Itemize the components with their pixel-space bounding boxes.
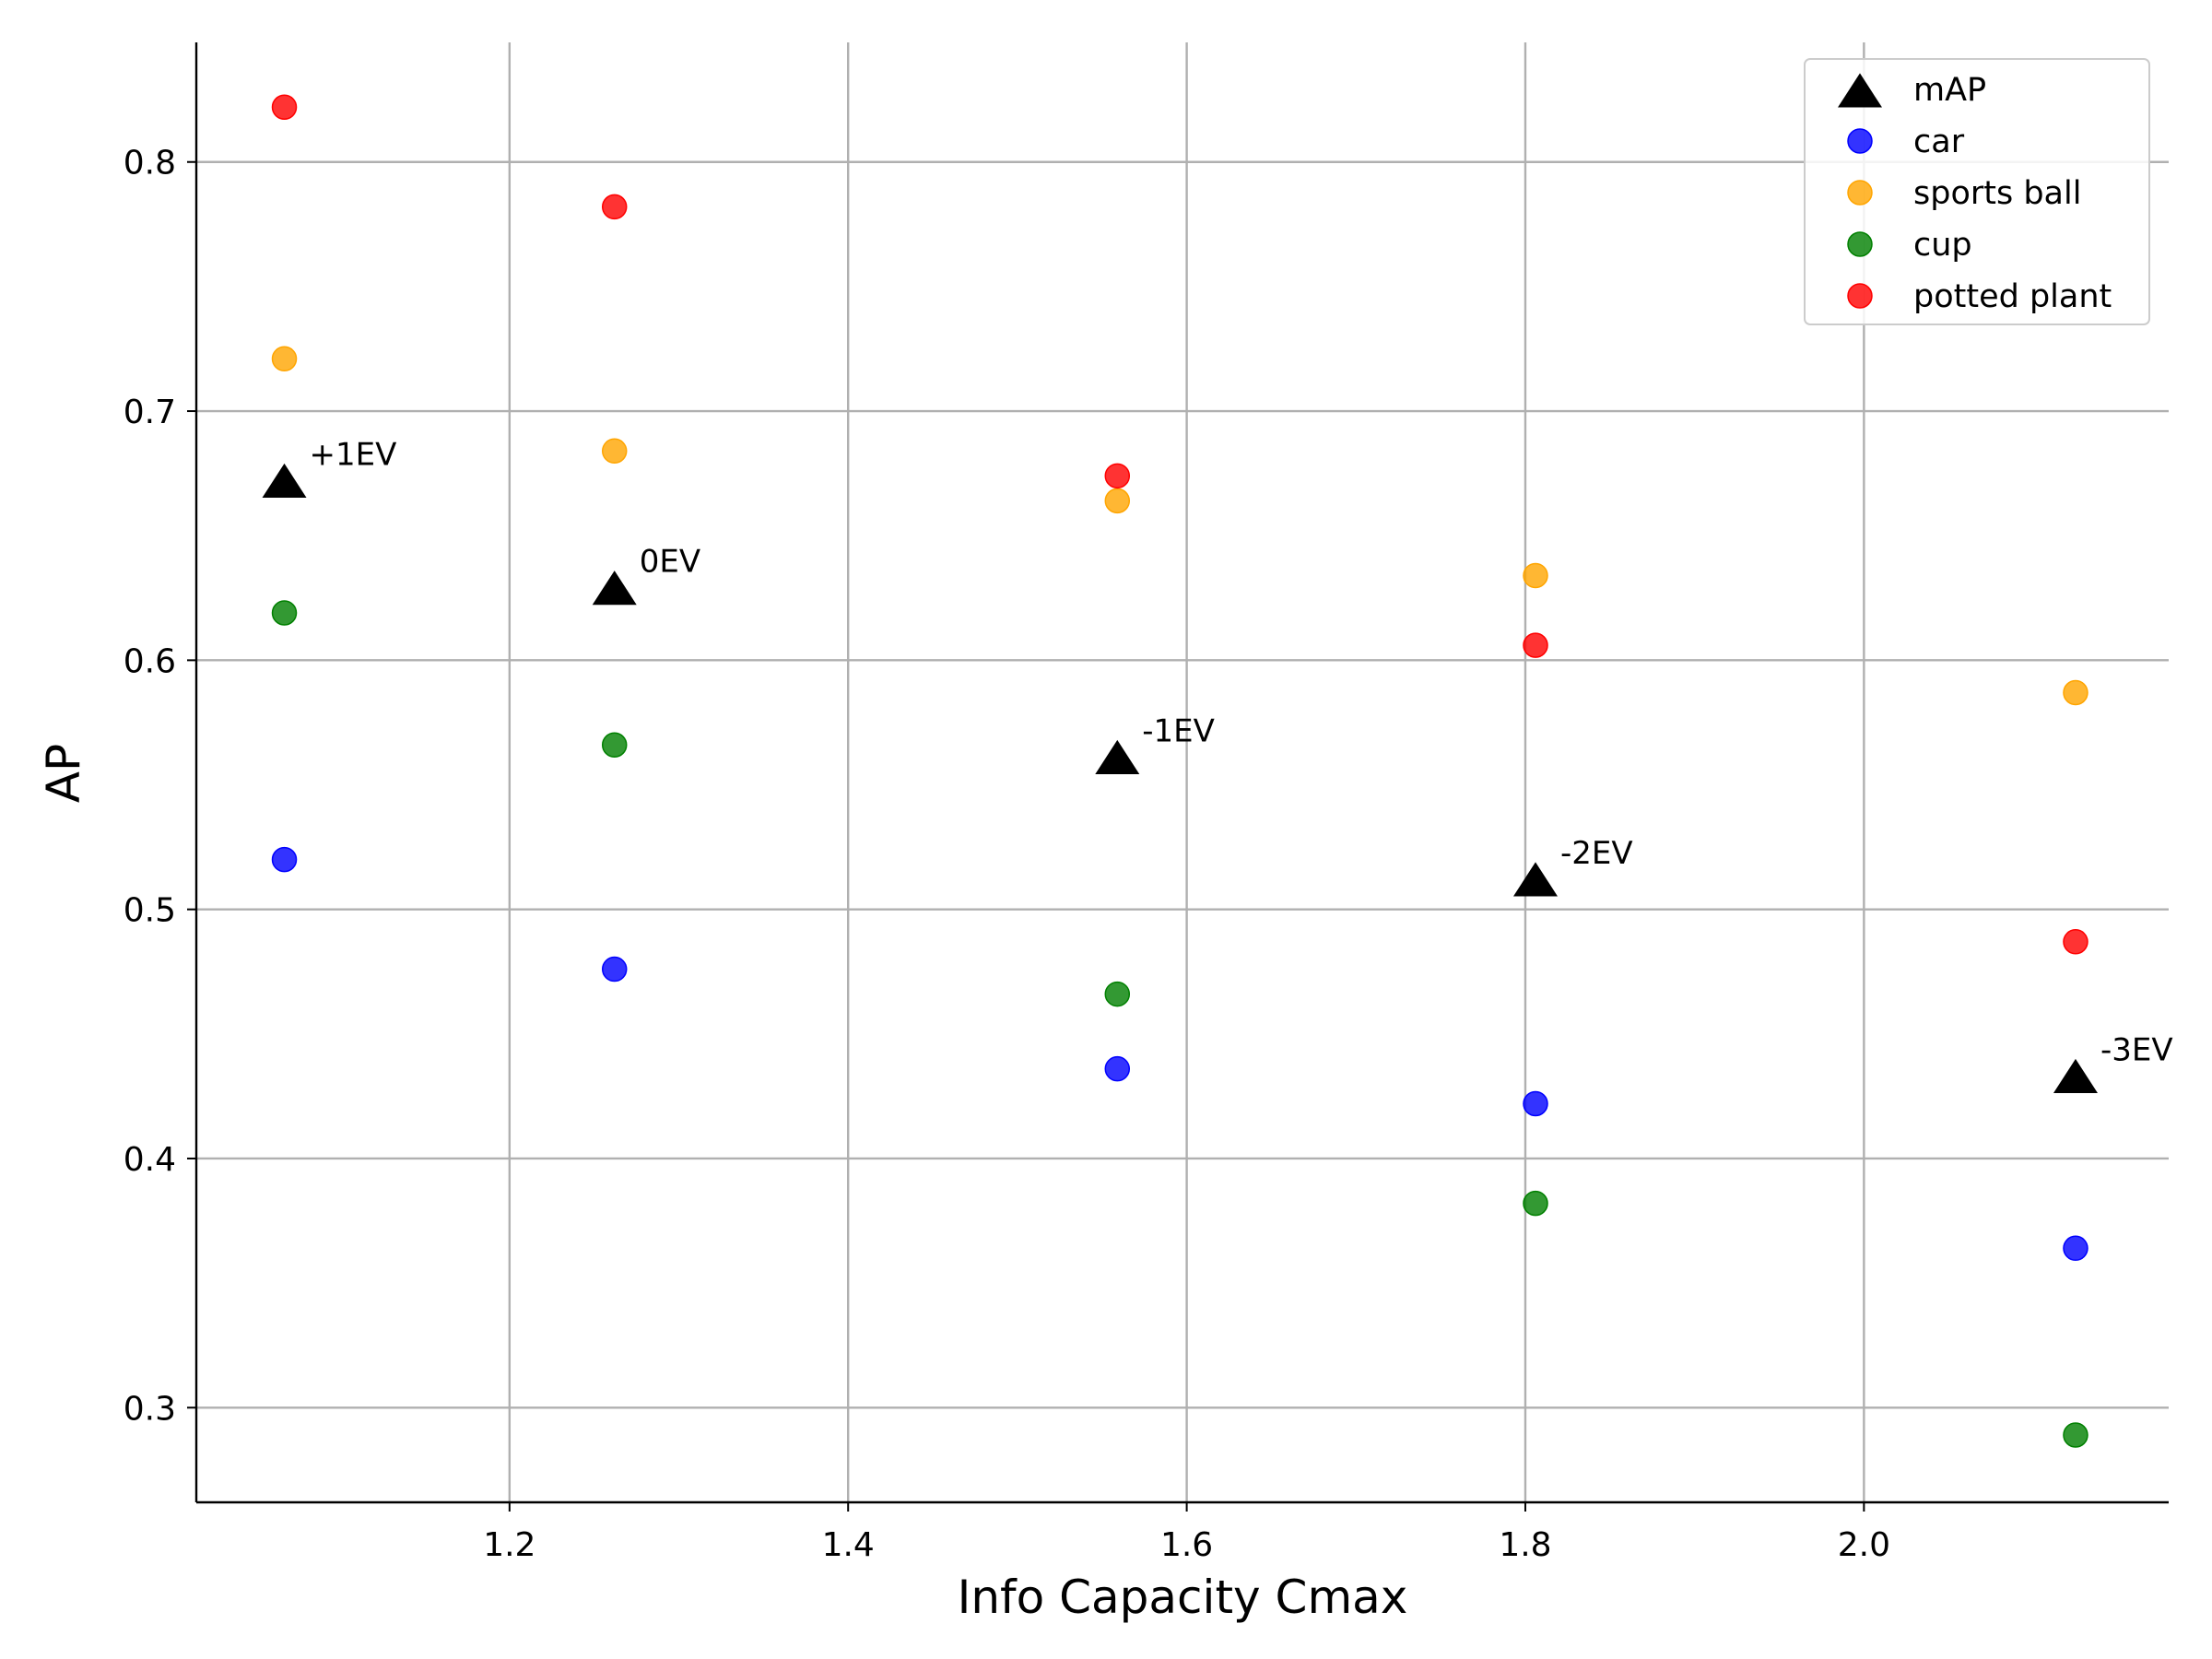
x-tick-label: 1.6 bbox=[1160, 1526, 1213, 1564]
data-points bbox=[262, 94, 2098, 1448]
point-potted-plant bbox=[1104, 463, 1131, 489]
point-sports-ball bbox=[2063, 679, 2088, 706]
grid-lines bbox=[196, 42, 2169, 1502]
legend-label-potted-plant: potted plant bbox=[1913, 278, 2112, 315]
legend-marker-cup bbox=[1847, 231, 1873, 257]
y-tick-label: 0.3 bbox=[124, 1390, 176, 1428]
point-map bbox=[592, 571, 637, 606]
legend-box bbox=[1804, 58, 2150, 325]
x-tick-label: 1.2 bbox=[483, 1526, 535, 1564]
legend: mAP car sports ball cup potted plant bbox=[1804, 58, 2150, 325]
point-car bbox=[2063, 1235, 2088, 1262]
point-car bbox=[271, 846, 298, 873]
annotations: +1EV 0EV -1EV -2EV -3EV bbox=[310, 436, 2173, 1068]
point-sports-ball bbox=[1104, 488, 1131, 514]
tick-labels: 1.2 1.4 1.6 1.8 2.0 0.3 0.4 0.5 0.6 0.7 0.8 bbox=[124, 145, 1890, 1564]
ev-annotation: -2EV bbox=[1560, 835, 1633, 872]
y-tick-label: 0.5 bbox=[124, 892, 176, 930]
point-potted-plant bbox=[601, 194, 628, 220]
y-axis-title: AP bbox=[37, 744, 90, 803]
y-tick-label: 0.6 bbox=[124, 642, 176, 680]
point-sports-ball bbox=[601, 438, 628, 465]
ev-annotation: 0EV bbox=[640, 544, 700, 581]
point-car bbox=[1104, 1055, 1131, 1082]
point-car bbox=[1523, 1090, 1548, 1117]
point-potted-plant bbox=[2063, 929, 2088, 955]
y-tick-label: 0.4 bbox=[124, 1141, 176, 1179]
y-tick-label: 0.7 bbox=[124, 394, 176, 431]
point-map bbox=[262, 463, 307, 498]
point-sports-ball bbox=[1523, 562, 1548, 589]
point-cup bbox=[1523, 1190, 1548, 1217]
legend-marker-sports-ball bbox=[1847, 180, 1873, 206]
x-tick-label: 1.4 bbox=[822, 1526, 875, 1564]
x-tick-label: 1.8 bbox=[1499, 1526, 1551, 1564]
legend-marker-map bbox=[1838, 73, 1882, 108]
point-cup bbox=[271, 600, 298, 626]
legend-label-sports-ball: sports ball bbox=[1913, 175, 2081, 212]
legend-marker-potted-plant bbox=[1847, 283, 1873, 309]
ev-annotation: +1EV bbox=[310, 436, 397, 473]
legend-label-car: car bbox=[1913, 124, 1965, 160]
point-sports-ball bbox=[271, 346, 298, 372]
ev-annotation: -1EV bbox=[1142, 712, 1215, 749]
point-cup bbox=[2063, 1422, 2088, 1448]
axes bbox=[187, 42, 2169, 1512]
point-map bbox=[1095, 739, 1140, 775]
ev-annotation: -3EV bbox=[2100, 1031, 2173, 1068]
point-map bbox=[2053, 1058, 2098, 1094]
point-cup bbox=[1104, 981, 1131, 1007]
x-tick-label: 2.0 bbox=[1838, 1526, 1890, 1564]
x-axis-title: Info Capacity Cmax bbox=[958, 1571, 1408, 1624]
point-cup bbox=[601, 732, 628, 759]
point-map bbox=[1512, 862, 1558, 897]
legend-label-map: mAP bbox=[1913, 72, 1986, 109]
y-tick-label: 0.8 bbox=[124, 145, 176, 182]
legend-label-cup: cup bbox=[1913, 227, 1972, 264]
point-car bbox=[601, 956, 628, 982]
point-potted-plant bbox=[271, 94, 298, 121]
legend-marker-car bbox=[1847, 128, 1873, 154]
point-potted-plant bbox=[1523, 632, 1548, 658]
